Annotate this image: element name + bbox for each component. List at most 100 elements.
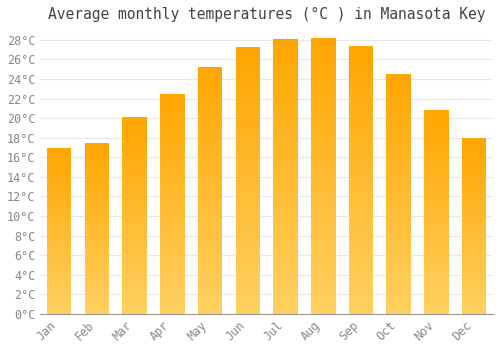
Bar xyxy=(84,211,109,213)
Bar xyxy=(84,297,109,299)
Bar xyxy=(236,49,260,52)
Bar xyxy=(462,233,486,234)
Bar xyxy=(274,231,298,234)
Bar xyxy=(122,190,147,192)
Bar xyxy=(84,273,109,274)
Bar xyxy=(84,266,109,268)
Bar xyxy=(236,191,260,194)
Bar xyxy=(160,186,184,188)
Bar xyxy=(47,244,72,246)
Bar xyxy=(311,184,336,187)
Bar xyxy=(274,308,298,311)
Bar xyxy=(424,190,448,192)
Bar xyxy=(348,116,374,118)
Bar xyxy=(47,297,72,299)
Bar xyxy=(84,259,109,261)
Bar xyxy=(348,303,374,306)
Bar xyxy=(348,110,374,113)
Bar xyxy=(311,96,336,99)
Bar xyxy=(122,145,147,147)
Bar xyxy=(348,174,374,177)
Bar xyxy=(84,213,109,215)
Bar xyxy=(198,267,222,270)
Bar xyxy=(198,220,222,223)
Bar xyxy=(47,229,72,231)
Bar xyxy=(386,136,411,139)
Bar xyxy=(198,171,222,173)
Bar xyxy=(311,286,336,289)
Bar xyxy=(47,306,72,307)
Bar xyxy=(160,105,184,107)
Bar xyxy=(47,262,72,264)
Bar xyxy=(462,143,486,145)
Bar xyxy=(348,196,374,198)
Bar xyxy=(122,164,147,166)
Bar xyxy=(311,306,336,308)
Bar xyxy=(274,83,298,86)
Bar xyxy=(348,263,374,266)
Bar xyxy=(198,119,222,121)
Bar xyxy=(84,240,109,242)
Bar xyxy=(236,260,260,263)
Bar xyxy=(462,180,486,182)
Bar xyxy=(160,127,184,129)
Bar xyxy=(274,138,298,141)
Bar xyxy=(311,217,336,220)
Bar xyxy=(47,166,72,168)
Bar xyxy=(47,189,72,191)
Bar xyxy=(462,231,486,233)
Bar xyxy=(462,150,486,152)
Bar xyxy=(122,261,147,263)
Bar xyxy=(84,310,109,312)
Bar xyxy=(424,175,448,177)
Bar xyxy=(424,281,448,284)
Bar xyxy=(122,255,147,257)
Bar xyxy=(348,51,374,54)
Bar xyxy=(122,302,147,304)
Bar xyxy=(84,249,109,251)
Bar xyxy=(160,257,184,259)
Bar xyxy=(160,226,184,228)
Bar xyxy=(160,199,184,202)
Bar xyxy=(462,178,486,180)
Bar xyxy=(236,215,260,218)
Bar xyxy=(122,127,147,129)
Bar xyxy=(122,155,147,156)
Bar xyxy=(84,146,109,148)
Bar xyxy=(198,176,222,178)
Bar xyxy=(122,276,147,279)
Bar xyxy=(236,279,260,282)
Bar xyxy=(47,254,72,256)
Bar xyxy=(311,176,336,178)
Bar xyxy=(198,114,222,117)
Bar xyxy=(424,169,448,172)
Bar xyxy=(386,158,411,160)
Bar xyxy=(311,281,336,284)
Bar xyxy=(462,303,486,305)
Bar xyxy=(386,170,411,173)
Bar xyxy=(311,63,336,65)
Bar xyxy=(424,220,448,222)
Bar xyxy=(236,247,260,250)
Bar xyxy=(236,301,260,303)
Bar xyxy=(462,284,486,286)
Bar xyxy=(311,137,336,140)
Bar xyxy=(386,180,411,182)
Bar xyxy=(424,174,448,175)
Bar xyxy=(462,266,486,268)
Bar xyxy=(424,269,448,271)
Bar xyxy=(386,249,411,252)
Bar xyxy=(424,298,448,300)
Bar xyxy=(311,295,336,298)
Bar xyxy=(236,140,260,143)
Bar xyxy=(274,243,298,245)
Bar xyxy=(424,247,448,249)
Bar xyxy=(348,188,374,190)
Bar xyxy=(462,300,486,302)
Bar xyxy=(462,238,486,240)
Bar xyxy=(236,196,260,199)
Bar xyxy=(311,88,336,90)
Bar xyxy=(84,161,109,163)
Bar xyxy=(424,257,448,259)
Bar xyxy=(47,226,72,228)
